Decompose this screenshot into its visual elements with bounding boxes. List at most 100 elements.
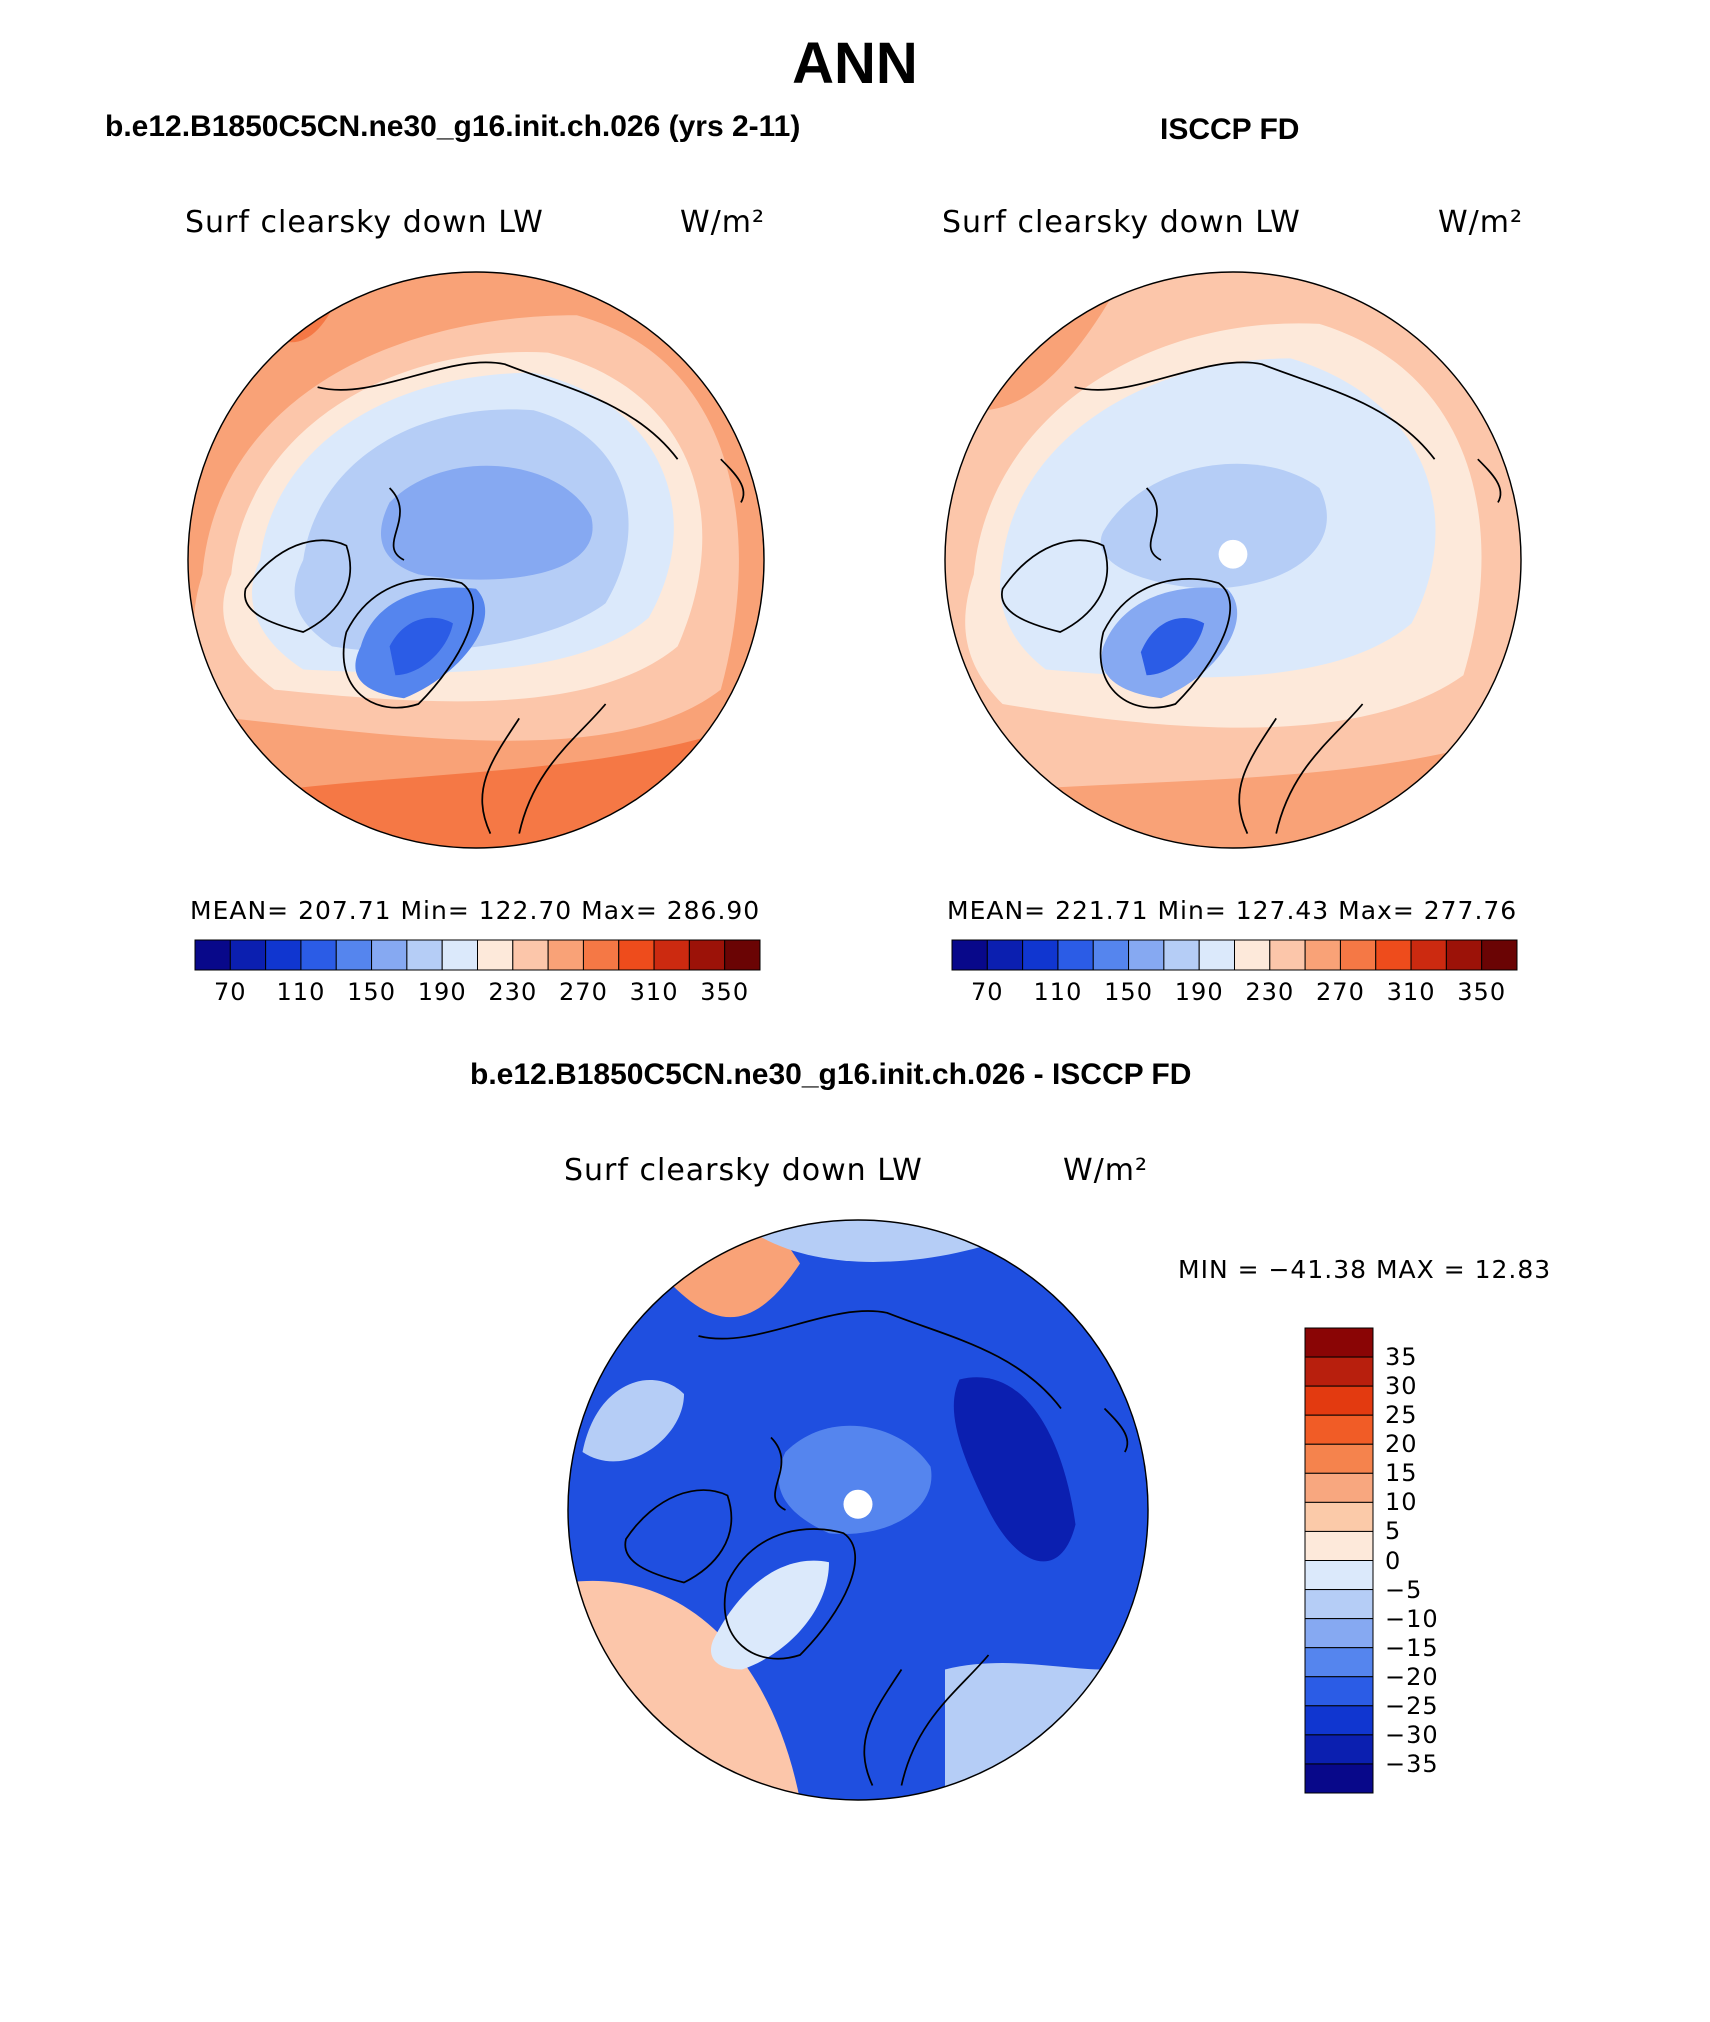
panel3-colorbar-swatch	[1304, 1501, 1374, 1532]
panel2-stats: MEAN= 221.71 Min= 127.43 Max= 277.76	[947, 896, 1518, 925]
panel1-colorbar-tick-label: 350	[700, 978, 750, 1006]
panel2-colorbar-swatch	[1445, 939, 1483, 971]
panel2-colorbar-swatch	[1304, 939, 1341, 971]
panel3-colorbar-swatch	[1304, 1356, 1374, 1387]
panel3-colorbar-tick-label: 0	[1385, 1546, 1402, 1575]
panel3-colorbar	[1304, 1327, 1374, 1794]
panel1-colorbar-swatch	[512, 939, 549, 971]
panel2-colorbar-swatch	[1481, 939, 1518, 971]
panel2-colorbar-swatch	[1234, 939, 1271, 971]
panel1-colorbar-tick-label: 230	[488, 978, 538, 1006]
panel1-colorbar	[194, 939, 761, 971]
panel2-colorbar	[951, 939, 1518, 971]
panel2-coastlines	[1001, 361, 1502, 834]
panel2-colorbar-swatch	[1375, 939, 1412, 971]
panel2-colorbar-swatch	[1339, 939, 1377, 971]
panel2-colorbar-swatch	[951, 939, 988, 971]
panel1-fill-cool-mid	[380, 465, 593, 580]
panel3-colorbar-tick-label: 35	[1385, 1343, 1418, 1372]
panel2-colorbar-swatch	[1092, 939, 1130, 971]
panel3-colorbar-tick-label: 20	[1385, 1430, 1418, 1459]
panel3-colorbar-tick-label: 25	[1385, 1401, 1418, 1430]
panel1-colorbar-swatch	[229, 939, 267, 971]
panel3-stats: MIN = −41.38 MAX = 12.83	[1178, 1255, 1552, 1284]
panel3-colorbar-tick-label: −5	[1385, 1575, 1423, 1604]
panel2-colorbar-tick-label: 230	[1245, 978, 1295, 1006]
panel2-colorbar-tick-label: 110	[1033, 978, 1083, 1006]
panel2-colorbar-tick-label: 270	[1316, 978, 1365, 1006]
panel1-colorbar-swatch	[653, 939, 690, 971]
panel2-colorbar-swatch	[1163, 939, 1200, 971]
panel2-polar-map	[944, 271, 1522, 849]
panel3-colorbar-swatch	[1304, 1734, 1374, 1765]
panel2-colorbar-tick-label: 150	[1104, 978, 1153, 1006]
panel2-colorbar-swatch	[1410, 939, 1447, 971]
panel3-colorbar-tick-label: −15	[1385, 1633, 1439, 1662]
panel1-colorbar-swatch	[194, 939, 231, 971]
panel3-colorbar-tick-label: 5	[1385, 1517, 1402, 1546]
panel3-colorbar-tick-label: −25	[1385, 1691, 1439, 1720]
panel3-colorbar-swatch	[1304, 1763, 1374, 1794]
panel1-colorbar-swatch	[300, 939, 337, 971]
panel2-colorbar-swatch	[986, 939, 1024, 971]
panel1-colorbar-tick-label: 70	[214, 978, 247, 1006]
panel3-map-border	[567, 1219, 1149, 1801]
panel3-fill-greenland-pale	[710, 1560, 829, 1670]
panel1-colorbar-swatch	[265, 939, 302, 971]
panel3-colorbar-swatch	[1304, 1618, 1374, 1649]
panel3-colorbar-tick-label: −10	[1385, 1604, 1439, 1633]
panel2-colorbar-swatch	[1269, 939, 1306, 971]
panel3-colorbar-tick-label: 15	[1385, 1459, 1418, 1488]
panel3-colorbar-tick-label: 30	[1385, 1372, 1418, 1401]
panel1-colorbar-tick-label: 150	[347, 978, 396, 1006]
panel2-colorbar-tick-label: 310	[1386, 978, 1436, 1006]
panel3-polar-map	[567, 1219, 1149, 1801]
panel2-pole-missing-data	[1218, 539, 1248, 569]
panel1-coastlines	[244, 361, 745, 834]
panel3-colorbar-tick-label: −20	[1385, 1662, 1439, 1691]
panel3-colorbar-tick-label: 10	[1385, 1488, 1418, 1517]
panel1-map-border	[187, 271, 765, 849]
panel3-fill-pole-mid	[778, 1425, 932, 1534]
panel1-fill-greenland-core	[389, 617, 453, 676]
panel3-variable-label: Surf clearsky down LW	[564, 1153, 923, 1188]
panel3-fill-siberia-dark	[953, 1377, 1076, 1562]
panel2-colorbar-labels: 70 110 150 190 230 270 310 350	[952, 978, 1517, 1008]
panel1-variable-label: Surf clearsky down LW	[185, 205, 544, 240]
panel1-colorbar-tick-label: 190	[417, 978, 467, 1006]
panel3-colorbar-swatch	[1304, 1385, 1374, 1416]
panel1-colorbar-swatch	[618, 939, 655, 971]
panel1-colorbar-swatch	[688, 939, 726, 971]
panel3-units: W/m²	[1063, 1153, 1149, 1188]
panel3-title: b.e12.B1850C5CN.ne30_g16.init.ch.026 - I…	[470, 1058, 1192, 1091]
panel3-colorbar-tick-label: −35	[1385, 1749, 1439, 1778]
panel3-colorbar-swatch	[1304, 1530, 1374, 1561]
panel2-colorbar-tick-label: 70	[971, 978, 1004, 1006]
panel2-variable-label: Surf clearsky down LW	[942, 205, 1301, 240]
panel3-colorbar-swatch	[1304, 1414, 1374, 1445]
panel2-units: W/m²	[1438, 205, 1524, 240]
panel2-fill-greenland-core	[1140, 617, 1205, 676]
panel2-colorbar-swatch	[1057, 939, 1094, 971]
panel2-colorbar-swatch	[1022, 939, 1059, 971]
panel3-coastlines	[624, 1310, 1129, 1786]
panel2-title: ISCCP FD	[1160, 113, 1300, 146]
panel1-colorbar-tick-label: 110	[276, 978, 326, 1006]
panel1-colorbar-swatch	[371, 939, 408, 971]
panel1-colorbar-swatch	[724, 939, 761, 971]
panel3-colorbar-swatch	[1304, 1472, 1374, 1503]
panel3-colorbar-swatch	[1304, 1676, 1374, 1707]
panel2-colorbar-tick-label: 190	[1174, 978, 1224, 1006]
panel3-colorbar-tick-label: −30	[1385, 1720, 1439, 1749]
panel2-map-border	[944, 271, 1522, 849]
panel1-colorbar-swatch	[335, 939, 373, 971]
panel3-fill-west-light	[582, 1379, 684, 1462]
panel3-colorbar-swatch	[1304, 1589, 1374, 1620]
panel3-colorbar-labels: 35 30 25 20 15 10 5 0 −5 −10 −15 −20 −25 −30 −35	[1385, 1328, 1465, 1793]
panel3-colorbar-swatch	[1304, 1327, 1374, 1358]
panel1-stats: MEAN= 207.71 Min= 122.70 Max= 286.90	[190, 896, 761, 925]
panel2-colorbar-swatch	[1198, 939, 1235, 971]
panel1-colorbar-tick-label: 310	[629, 978, 679, 1006]
panel3-colorbar-swatch	[1304, 1560, 1374, 1591]
panel2-colorbar-tick-label: 350	[1457, 978, 1507, 1006]
